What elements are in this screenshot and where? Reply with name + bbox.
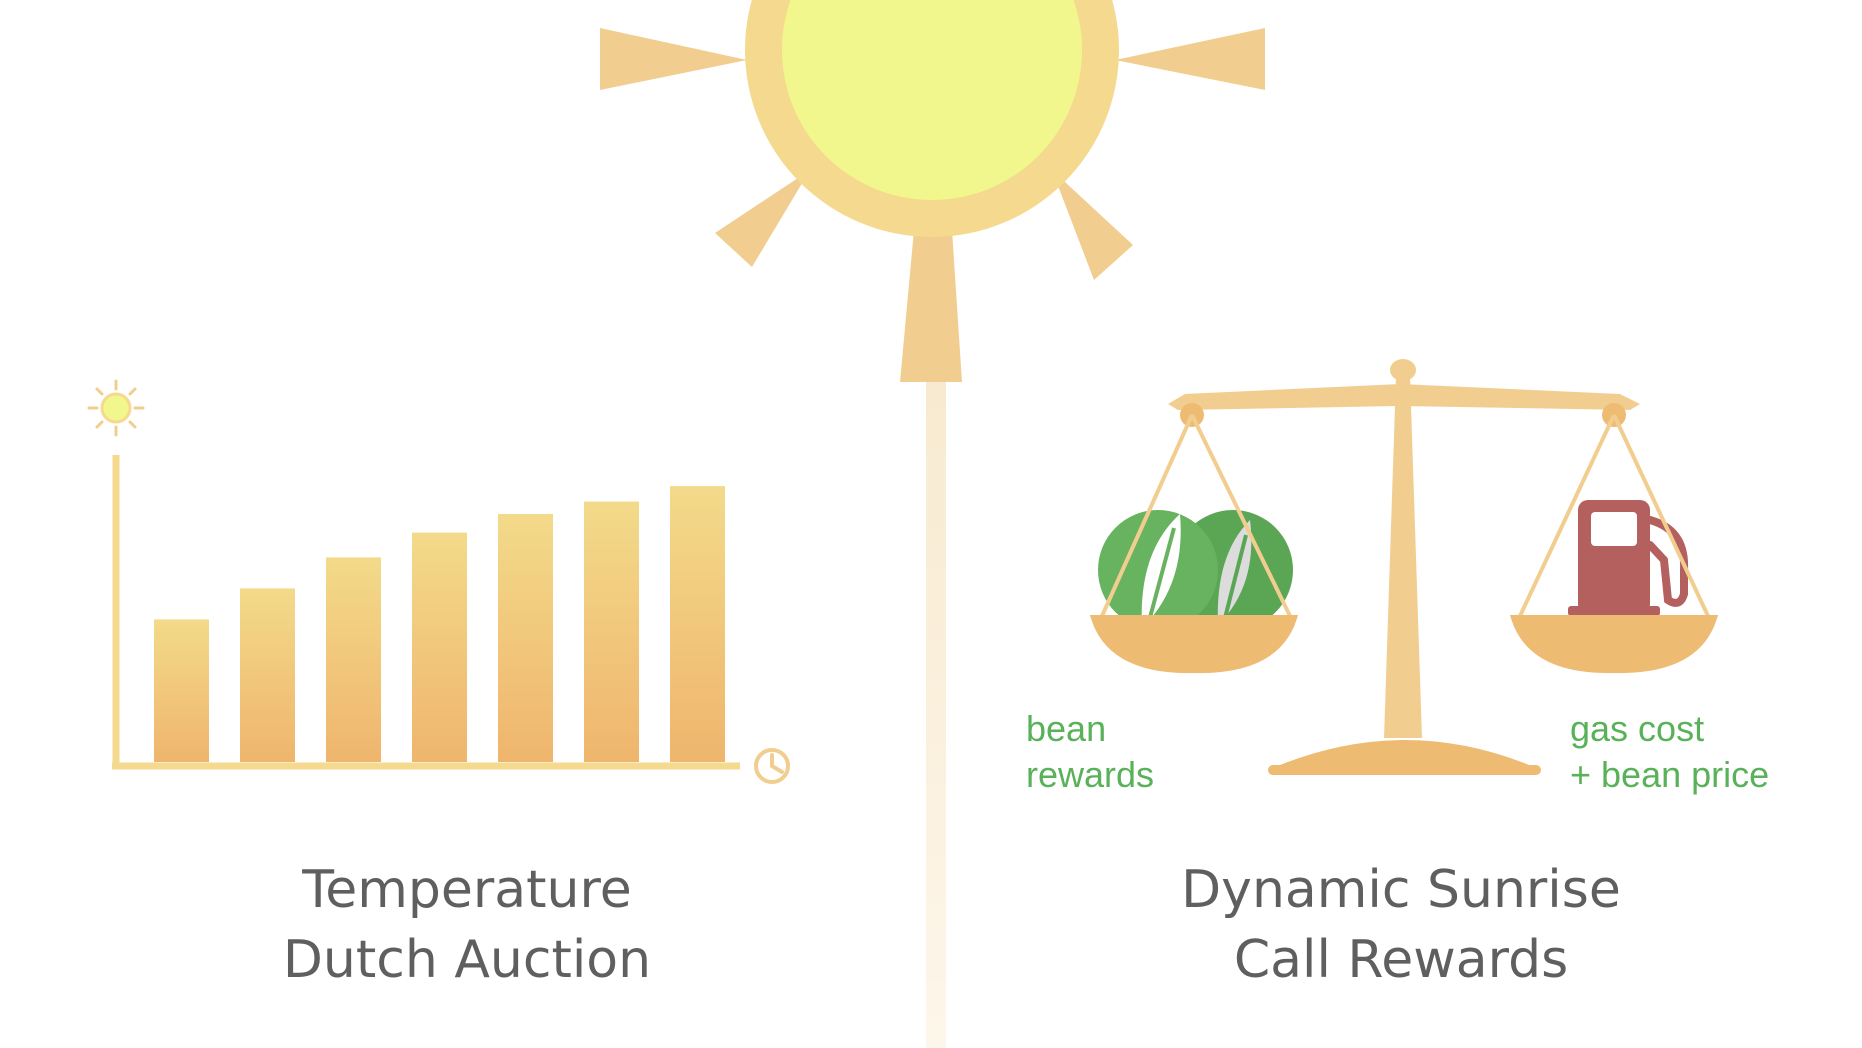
bean-rewards-line1: bean (1026, 708, 1107, 749)
clock-icon (754, 748, 790, 784)
caption-right-line1: Dynamic Sunrise (1181, 860, 1621, 920)
gas-cost-label: gas cost + bean price (1570, 706, 1769, 798)
sun-ray-bottom (900, 230, 962, 382)
bar-5 (498, 514, 553, 762)
bean-rewards-label: bean rewards (1026, 706, 1154, 798)
caption-left-line2: Dutch Auction (282, 930, 652, 990)
bar-3 (326, 557, 381, 762)
right-pan (1510, 615, 1718, 674)
bars-group (154, 486, 725, 762)
center-divider (926, 380, 946, 1048)
temperature-bar-chart (112, 455, 740, 770)
bean-rewards-line2: rewards (1026, 754, 1155, 795)
bar-4 (412, 532, 467, 762)
sun-core (782, 0, 1082, 200)
bar-1 (154, 619, 209, 762)
bar-2 (240, 588, 295, 762)
bar-7 (670, 486, 725, 762)
bean-coin-icon (1098, 510, 1293, 630)
sun-ray-right (1115, 28, 1265, 90)
sun-ray-left (600, 28, 747, 90)
gas-pump-icon (1568, 500, 1689, 616)
left-pan (1090, 615, 1298, 674)
big-sun-icon (600, 0, 1265, 382)
scale-base (1268, 740, 1541, 770)
sun-ray-lower-left (715, 170, 810, 267)
caption-right-line2: Call Rewards (1233, 930, 1569, 990)
scale-pillar (1384, 376, 1422, 738)
sun-ray-lower-right (1052, 170, 1133, 280)
temperature-dutch-auction-caption: Temperature Dutch Auction (117, 855, 817, 995)
scale-beam (1168, 384, 1640, 410)
sun-icon (87, 379, 145, 437)
dynamic-sunrise-caption: Dynamic Sunrise Call Rewards (1051, 855, 1751, 995)
gas-cost-line1: gas cost (1570, 708, 1705, 749)
gas-cost-line2: + bean price (1570, 754, 1770, 795)
balance-scale (1090, 359, 1718, 775)
caption-left-line1: Temperature (302, 860, 632, 920)
bar-6 (584, 501, 639, 762)
